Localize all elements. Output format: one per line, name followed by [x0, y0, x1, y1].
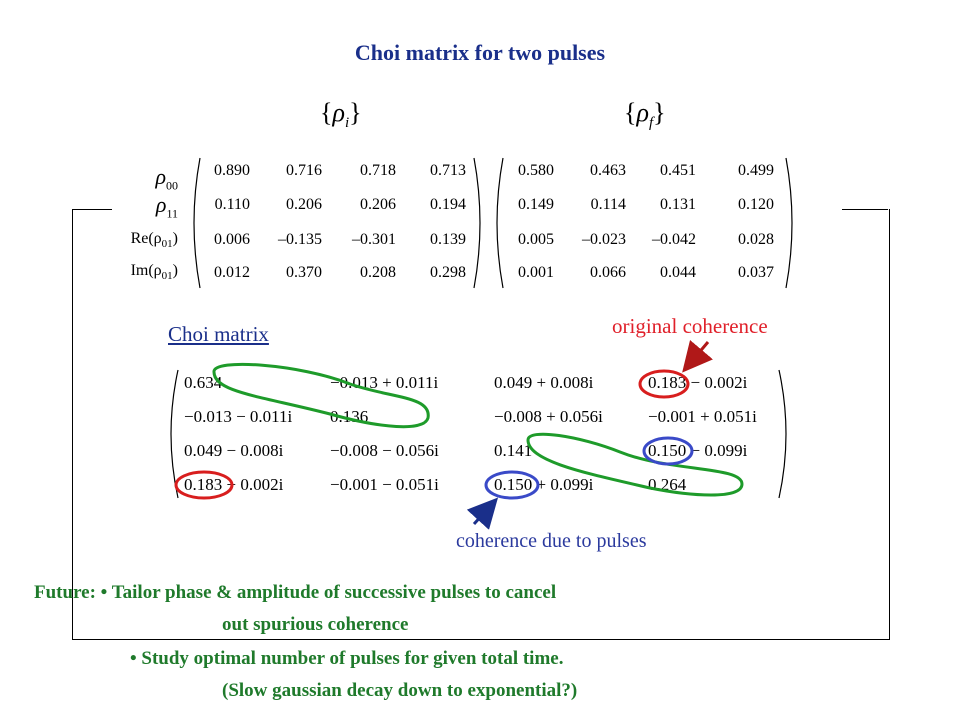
rho-f-cell-r3-c1: 0.066 [590, 264, 626, 281]
rho-i-label: {ρi} [320, 98, 362, 131]
rho-i-cell-r1-c1: 0.206 [286, 196, 322, 213]
rho-i-right-bracket [473, 157, 481, 289]
rho-i-left-bracket [193, 157, 201, 289]
blue-circle-row4 [484, 470, 540, 500]
row-label-im-rho01: Im(ρ01) [130, 262, 178, 283]
arrow-pulse-coherence [466, 497, 499, 530]
choi-cell-r2-c2: 0.141 [494, 441, 533, 460]
rho-f-cell-r1-c1: 0.114 [590, 196, 626, 213]
choi-cell-r0-c3: 0.183 − 0.002i [648, 373, 748, 392]
rho-f-cell-r1-c2: 0.131 [660, 196, 696, 213]
rho-f-left-bracket [496, 157, 504, 289]
rho-f-cell-r0-c0: 0.580 [518, 162, 554, 179]
rho-f-cell-r1-c0: 0.149 [518, 196, 554, 213]
frame-top-right-line [842, 209, 888, 210]
red-circle-bottom-left [174, 470, 234, 500]
red-circle-top-right [638, 369, 690, 399]
future-line-3: • Study optimal number of pulses for giv… [130, 648, 564, 669]
choi-cell-r1-c3: −0.001 + 0.051i [648, 407, 757, 426]
choi-cell-r0-c0: 0.634 [184, 373, 223, 392]
choi-left-bracket [170, 369, 179, 499]
choi-matrix-label: Choi matrix [168, 322, 269, 346]
choi-cell-r1-c2: −0.008 + 0.056i [494, 407, 603, 426]
choi-cell-r3-c0: 0.183 + 0.002i [184, 475, 284, 494]
rho-f-cell-r0-c1: 0.463 [590, 162, 626, 179]
choi-cell-r3-c1: −0.001 − 0.051i [330, 475, 439, 494]
rho-i-cell-r3-c3: 0.298 [430, 264, 466, 281]
original-coherence-label: original coherence [612, 314, 768, 338]
rho-f-cell-r3-c0: 0.001 [518, 264, 554, 281]
choi-cell-r1-c0: −0.013 − 0.011i [184, 407, 293, 426]
rho-i-cell-r3-c2: 0.208 [360, 264, 396, 281]
choi-cell-r3-c2: 0.150 + 0.099i [494, 475, 594, 494]
green-loop-bottom-right [526, 432, 744, 497]
rho-i-cell-r1-c2: 0.206 [360, 196, 396, 213]
rho-f-cell-r2-c1: –0.023 [582, 231, 626, 248]
rho-i-cell-r3-c0: 0.012 [214, 264, 250, 281]
rho-i-cell-r2-c3: 0.139 [430, 231, 466, 248]
rho-f-cell-r0-c2: 0.451 [660, 162, 696, 179]
row-label-rho00: ρ00 [155, 164, 178, 193]
rho-f-cell-r2-c2: –0.042 [652, 231, 696, 248]
rho-f-cell-r0-c3: 0.499 [738, 162, 774, 179]
rho-i-cell-r1-c3: 0.194 [430, 196, 466, 213]
choi-cell-r2-c1: −0.008 − 0.056i [330, 441, 439, 460]
choi-right-bracket [778, 369, 787, 499]
future-line-4: (Slow gaussian decay down to exponential… [222, 680, 578, 701]
rho-i-cell-r2-c2: –0.301 [352, 231, 396, 248]
rho-i-cell-r3-c1: 0.370 [286, 264, 322, 281]
row-label-rho11: ρ11 [155, 192, 178, 221]
rho-i-cell-r0-c0: 0.890 [214, 162, 250, 179]
future-line-2: out spurious coherence [222, 614, 409, 635]
rho-i-cell-r2-c1: –0.135 [278, 231, 322, 248]
rho-i-cell-r2-c0: 0.006 [214, 231, 250, 248]
rho-f-cell-r2-c3: 0.028 [738, 231, 774, 248]
rho-i-cell-r0-c2: 0.718 [360, 162, 396, 179]
blue-circle-row3 [642, 436, 694, 466]
arrow-original-coherence [682, 339, 713, 373]
row-label-re-rho01: Re(ρ01) [130, 230, 178, 251]
slide-title: Choi matrix for two pulses [354, 40, 606, 65]
choi-cell-r2-c0: 0.049 − 0.008i [184, 441, 284, 460]
frame-top-left-line [72, 209, 112, 210]
rho-f-cell-r2-c0: 0.005 [518, 231, 554, 248]
rho-f-cell-r3-c3: 0.037 [738, 264, 774, 281]
rho-i-cell-r0-c1: 0.716 [286, 162, 322, 179]
rho-f-label: {ρf} [624, 98, 666, 131]
choi-cell-r2-c3: 0.150 − 0.099i [648, 441, 748, 460]
content-frame [72, 209, 890, 640]
green-loop-top-left [212, 362, 430, 429]
rho-f-cell-r1-c3: 0.120 [738, 196, 774, 213]
rho-i-cell-r1-c0: 0.110 [214, 196, 250, 213]
future-line-1: Future: • Tailor phase & amplitude of su… [34, 582, 557, 603]
pulse-coherence-label: coherence due to pulses [456, 530, 647, 552]
rho-f-cell-r3-c2: 0.044 [660, 264, 696, 281]
choi-cell-r0-c2: 0.049 + 0.008i [494, 373, 594, 392]
rho-i-cell-r0-c3: 0.713 [430, 162, 466, 179]
rho-f-right-bracket [785, 157, 793, 289]
